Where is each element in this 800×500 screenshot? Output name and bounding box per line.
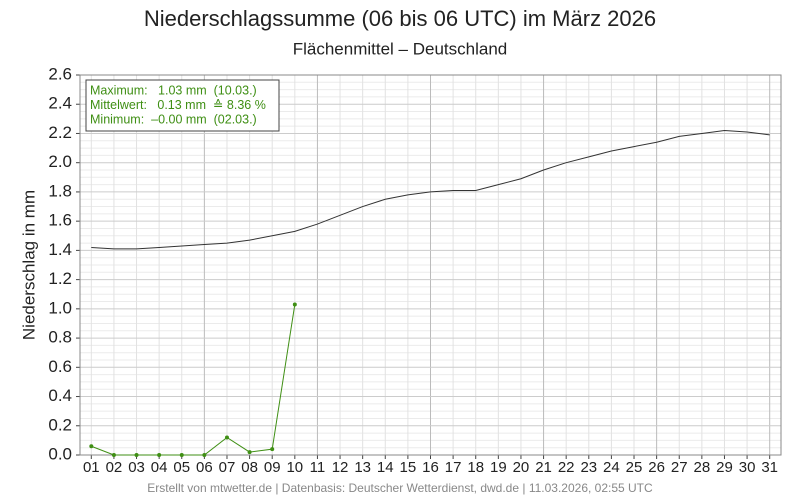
x-tick-label: 06 [196, 459, 213, 476]
y-tick-label: 2.4 [48, 94, 72, 113]
x-tick-label: 16 [422, 459, 439, 476]
annotation-box [85, 79, 280, 132]
x-tick-label: 03 [128, 459, 145, 476]
x-tick-label: 28 [694, 459, 711, 476]
x-tick-label: 08 [241, 459, 258, 476]
plot-frame [79, 74, 782, 456]
footer: Erstellt von mtwetter.de | Datenbasis: D… [147, 481, 653, 495]
x-tick-label: 15 [400, 459, 417, 476]
y-axis-label: Niederschlag in mm [19, 190, 38, 340]
x-tick-label: 22 [558, 459, 575, 476]
y-tick-label: 1.6 [48, 211, 72, 230]
x-tick-label: 11 [310, 459, 326, 476]
chart-subtitle: Flächenmittel – Deutschland [293, 39, 508, 58]
x-tick-label: 10 [286, 459, 303, 476]
annotation: Maximum: 1.03 mm (10.03.) [90, 83, 257, 97]
annotation: Mittelwert: 0.13 mm ≙ 8.36 % [90, 98, 266, 112]
y-tick-label: 0.4 [48, 386, 72, 405]
data-point [270, 447, 275, 452]
x-tick-label: 14 [377, 459, 394, 476]
x-tick-label: 30 [739, 459, 756, 476]
x-tick-label: 05 [173, 459, 190, 476]
x-tick-label: 17 [445, 459, 462, 476]
x-tick-label: 20 [513, 459, 530, 476]
x-tick-label: 13 [354, 459, 371, 476]
y-tick-label: 1.4 [48, 240, 72, 259]
y-tick-label: 1.0 [48, 298, 72, 317]
x-tick-label: 02 [106, 459, 123, 476]
y-tick-label: 2.2 [48, 123, 72, 142]
x-tick-label: 19 [490, 459, 507, 476]
x-tick-label: 07 [219, 459, 236, 476]
y-tick-label: 0.8 [48, 328, 72, 347]
chart-title: Niederschlagssumme (06 bis 06 UTC) im Mä… [144, 6, 656, 31]
series-line [91, 304, 296, 456]
data-point [292, 302, 297, 307]
x-tick-label: 18 [467, 459, 484, 476]
x-tick-label: 29 [716, 459, 733, 476]
x-tick-label: 24 [603, 459, 620, 476]
data-point [134, 453, 139, 457]
data-point [247, 450, 252, 455]
y-tick-label: 1.2 [48, 269, 72, 288]
data-point [89, 444, 94, 449]
y-tick-label: 0.2 [48, 415, 72, 434]
y-tick-label: 2.6 [48, 64, 72, 83]
x-tick-label: 26 [648, 459, 665, 476]
x-tick-label: 25 [626, 459, 643, 476]
x-tick-label: 09 [264, 459, 281, 476]
x-tick-label: 21 [535, 459, 552, 476]
data-point [202, 453, 207, 457]
x-tick-label: 04 [151, 459, 168, 476]
x-tick-label: 23 [580, 459, 597, 476]
y-tick-label: 2.0 [48, 152, 72, 171]
series-line [91, 130, 770, 250]
x-tick-label: 31 [761, 459, 778, 476]
data-point [224, 435, 229, 440]
y-tick-label: 0.0 [48, 444, 72, 463]
data-point [179, 453, 184, 457]
y-tick-label: 0.6 [48, 357, 72, 376]
x-tick-label: 27 [671, 459, 688, 476]
annotation: Minimum: –0.00 mm (02.03.) [90, 112, 257, 126]
x-tick-label: 01 [83, 459, 100, 476]
data-point [111, 453, 116, 457]
x-tick-label: 12 [332, 459, 349, 476]
data-point [157, 453, 162, 457]
y-tick-label: 1.8 [48, 181, 72, 200]
